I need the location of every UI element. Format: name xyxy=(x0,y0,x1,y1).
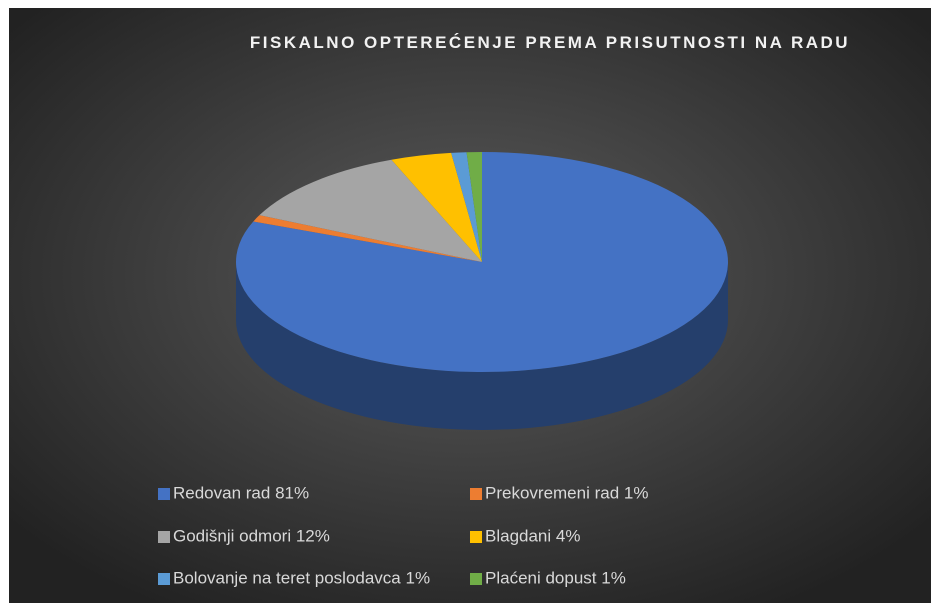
slice xyxy=(391,152,482,262)
legend-label: Bolovanje na teret poslodavca 1% xyxy=(173,568,430,587)
slice-side xyxy=(236,262,728,430)
chart-title: FISKALNO OPTEREĆENJE PREMA PRISUTNOSTI N… xyxy=(250,33,850,52)
legend-swatch xyxy=(158,488,170,500)
slice xyxy=(466,152,482,262)
slice xyxy=(236,152,729,372)
legend-label: Plaćeni dopust 1% xyxy=(485,568,626,587)
legend-label: Blagdani 4% xyxy=(485,526,580,545)
legend-swatch xyxy=(470,531,482,543)
legend-label: Redovan rad 81% xyxy=(173,483,309,502)
legend-label: Godišnji odmori 12% xyxy=(173,526,330,545)
legend-swatch xyxy=(470,573,482,585)
legend-swatch xyxy=(158,573,170,585)
legend-swatch xyxy=(158,531,170,543)
legend-label: Prekovremeni rad 1% xyxy=(485,483,648,502)
slice xyxy=(253,215,482,262)
legend-swatch xyxy=(470,488,482,500)
slice xyxy=(451,152,482,262)
slice xyxy=(259,159,482,262)
